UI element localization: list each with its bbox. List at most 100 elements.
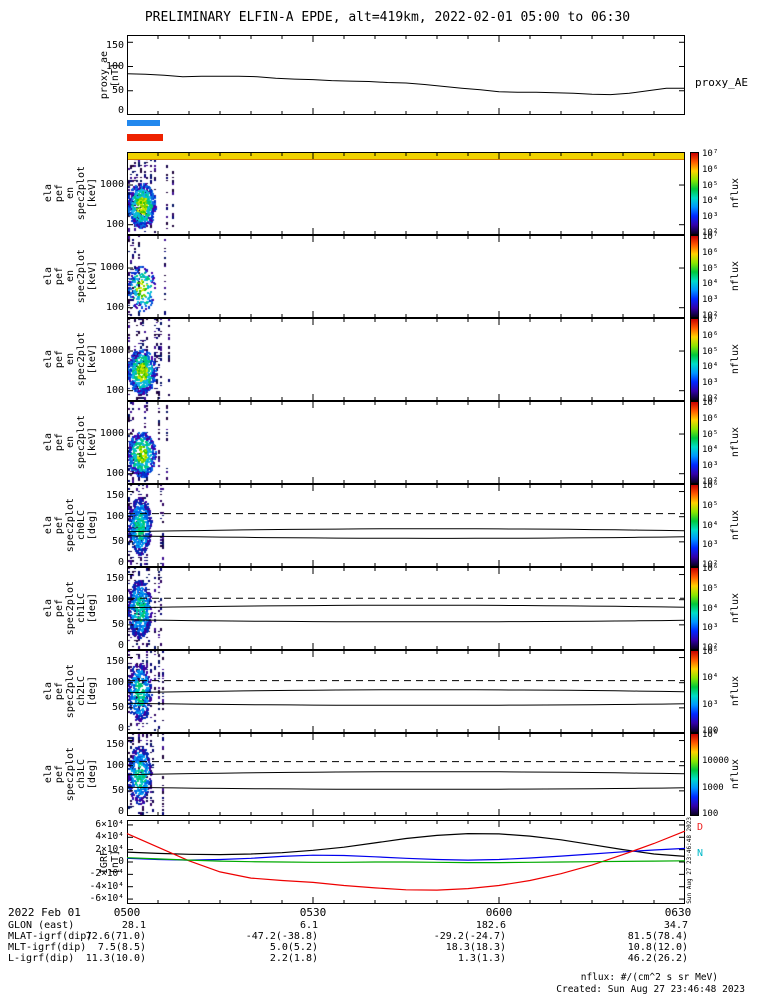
colorbar-ch1LC bbox=[690, 567, 699, 650]
y-tick-label: 150 bbox=[105, 738, 124, 750]
colorbar-axis-label: nflux bbox=[728, 318, 742, 401]
nflux-label: nflux bbox=[729, 676, 741, 707]
colorbar-tick-label: 10⁶ bbox=[702, 413, 719, 424]
y-tick-label: -6×10⁴ bbox=[89, 893, 124, 905]
nflux-label: nflux bbox=[729, 759, 741, 790]
y-tick-label: 50 bbox=[111, 701, 124, 713]
axis-label-en-2: ela pef en spec2plot [keV] bbox=[43, 235, 98, 318]
colorbar-tick-label: 10⁴ bbox=[702, 362, 719, 373]
igrf-right-label: N bbox=[697, 848, 704, 859]
colorbar-tick-label: 10⁴ bbox=[702, 603, 719, 614]
colorbar-en-2 bbox=[690, 235, 699, 318]
axis-label-line: ch0LC bbox=[75, 510, 87, 541]
axis-label-line: pef bbox=[53, 184, 65, 203]
ephemeris-value: 182.6 bbox=[475, 920, 506, 931]
colorbar-tick-label: 10⁵ bbox=[702, 729, 719, 740]
axis-label-ch0LC: ela pef spec2plot ch0LC [deg] bbox=[43, 484, 98, 567]
colorbar-en-1 bbox=[690, 152, 699, 235]
colorbar-tick-label: 10000 bbox=[702, 756, 730, 767]
date-label: 2022 Feb 01 bbox=[8, 906, 81, 919]
spectrogram-frame-en-2 bbox=[127, 235, 685, 318]
colorbar-tick-label: 10⁶ bbox=[702, 330, 719, 341]
spectrogram-frame-ch3LC bbox=[127, 733, 685, 816]
ephemeris-value: 5.0(5.2) bbox=[269, 942, 318, 953]
colorbar-tick-label: 10⁴ bbox=[702, 196, 719, 207]
nflux-label: nflux bbox=[729, 427, 741, 458]
ephemeris-value: 1.3(1.3) bbox=[457, 953, 506, 964]
colorbar-axis-label: nflux bbox=[728, 733, 742, 816]
axis-label-line: ch2LC bbox=[75, 676, 87, 707]
axis-label-line: spec2plot bbox=[64, 581, 76, 636]
colorbar-ch0LC bbox=[690, 484, 699, 567]
axis-label-line: pef bbox=[53, 516, 65, 535]
axis-label-line: [deg] bbox=[86, 593, 98, 624]
proxy-ae-right-label: proxy_AE bbox=[695, 76, 748, 89]
spectrogram-frame-ch2LC bbox=[127, 650, 685, 733]
axis-label-line: ela bbox=[42, 350, 54, 369]
colorbar-ch3LC bbox=[690, 733, 699, 816]
colorbar-tick-label: 10⁷ bbox=[702, 148, 719, 159]
y-tick-label: 0 bbox=[117, 723, 124, 734]
page-title: PRELIMINARY ELFIN-A EPDE, alt=419km, 202… bbox=[144, 10, 631, 25]
colorbar-tick-label: 10⁴ bbox=[702, 445, 719, 456]
y-tick-label: 0 bbox=[117, 557, 124, 568]
y-tick-label: 1000 bbox=[99, 428, 124, 440]
colorbar-axis-label: nflux bbox=[728, 235, 742, 318]
ephemeris-value: 6.1 bbox=[299, 920, 318, 931]
axis-label-line: [deg] bbox=[86, 676, 98, 707]
y-tick-label: 0 bbox=[118, 856, 124, 867]
spectrogram-canvas-en-1 bbox=[128, 153, 198, 234]
y-tick-label: -4×10⁴ bbox=[89, 880, 124, 892]
colorbar-tick-label: 10⁷ bbox=[702, 397, 719, 408]
colorbar-tick-label: 10³ bbox=[702, 623, 719, 634]
axis-label-line: pef bbox=[53, 599, 65, 618]
colorbar-tick-label: 10² bbox=[702, 643, 719, 654]
igrf-right-label: D bbox=[697, 822, 704, 833]
axis-label-line: spec2plot bbox=[64, 664, 76, 719]
colorbar-tick-label: 10⁴ bbox=[702, 673, 719, 684]
colorbar-ch2LC bbox=[690, 650, 699, 733]
axis-label-line: ela bbox=[42, 765, 54, 784]
colorbar-tick-label: 10³ bbox=[702, 295, 719, 306]
colorbar-tick-label: 1000 bbox=[702, 782, 724, 793]
y-tick-label: 50 bbox=[111, 84, 124, 96]
axis-label-line: ch3LC bbox=[75, 759, 87, 790]
side-timestamp-text: Sun Aug 27 23:46:48 2023 bbox=[685, 816, 693, 904]
y-tick-label: 1000 bbox=[99, 262, 124, 274]
y-tick-label: 100 bbox=[105, 759, 124, 771]
x-tick-label: 0530 bbox=[299, 906, 327, 919]
axis-label-line: ela bbox=[42, 433, 54, 452]
nflux-label: nflux bbox=[729, 344, 741, 375]
nflux-label: nflux bbox=[729, 261, 741, 292]
colorbar-tick-label: 10⁶ bbox=[702, 247, 719, 258]
saturated-top-strip bbox=[128, 153, 684, 160]
colorbar-tick-label: 10³ bbox=[702, 699, 719, 710]
side-timestamp: Sun Aug 27 23:46:48 2023 bbox=[684, 814, 694, 906]
y-tick-label: 100 bbox=[105, 301, 124, 313]
axis-label-en-3: ela pef en spec2plot [keV] bbox=[42, 318, 98, 401]
axis-label-ch3LC: ela pef spec2plot ch3LC [deg] bbox=[42, 733, 98, 816]
row-label-l: L-igrf(dip) bbox=[8, 953, 75, 964]
colorbar-en-3 bbox=[690, 318, 699, 401]
axis-label-line: [nT] bbox=[110, 62, 121, 88]
y-tick-label: 0 bbox=[117, 105, 124, 116]
colorbar-axis-label: nflux bbox=[728, 401, 742, 484]
colorbar-tick-label: 10³ bbox=[702, 540, 719, 551]
y-tick-label: 150 bbox=[105, 489, 124, 501]
y-tick-label: 100 bbox=[105, 593, 124, 605]
colorbar-tick-label: 10⁵ bbox=[702, 646, 719, 657]
axis-label-line: pef bbox=[53, 433, 65, 452]
colorbar-tick-label: 10³ bbox=[702, 378, 719, 389]
y-tick-label: 150 bbox=[105, 655, 124, 667]
axis-label-line: [nT] bbox=[110, 849, 121, 875]
colorbar-en-4 bbox=[690, 401, 699, 484]
colorbar-tick-label: 10⁷ bbox=[702, 231, 719, 242]
y-tick-label: 150 bbox=[105, 40, 124, 52]
row-label-glon: GLON (east) bbox=[8, 920, 75, 931]
axis-label-line: en bbox=[64, 187, 76, 200]
y-tick-label: 100 bbox=[105, 510, 124, 522]
availability-bar-blue bbox=[127, 120, 160, 126]
y-tick-label: 4×10⁴ bbox=[95, 831, 124, 843]
ephemeris-value: 81.5(78.4) bbox=[627, 931, 688, 942]
